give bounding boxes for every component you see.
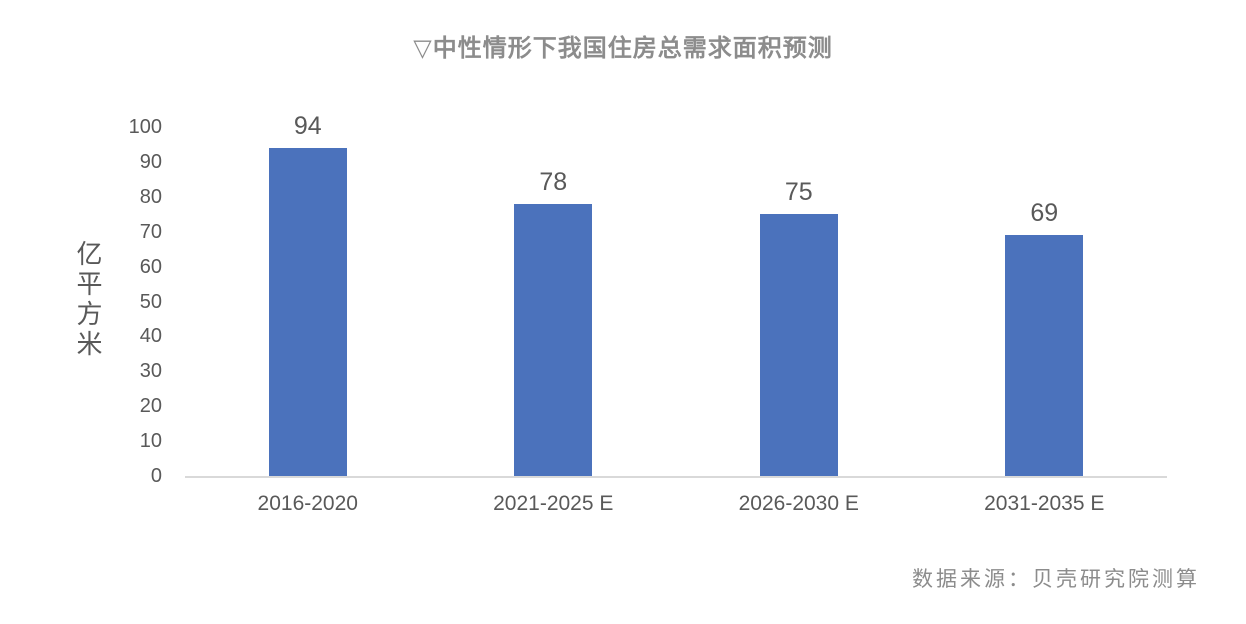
x-tick-label: 2026-2030 E [738, 492, 859, 515]
y-tick-label: 30 [139, 360, 162, 383]
y-tick-label: 20 [139, 395, 162, 418]
y-tick-label: 80 [139, 185, 162, 208]
y-tick-label: 10 [139, 430, 162, 453]
x-tick-label: 2016-2020 [257, 492, 358, 515]
y-tick-label: 40 [139, 325, 162, 348]
bar-value-label: 75 [784, 178, 813, 207]
y-tick-label: 50 [139, 290, 162, 313]
x-tick-label: 2021-2025 E [493, 492, 614, 515]
chart-title: ▽中性情形下我国住房总需求面积预测 [413, 35, 833, 62]
y-tick-label: 70 [139, 220, 162, 243]
plot-area: 94 2016-2020 78 2021-2025 E 75 2026-2030 E 69 2… [185, 113, 1167, 515]
data-source-note: 数据来源：贝壳研究院测算 [912, 568, 1200, 591]
x-tick-label: 2031-2035 E [984, 492, 1105, 515]
bar [759, 214, 838, 476]
bar [1005, 235, 1084, 476]
y-axis: 0 10 20 30 40 50 60 70 80 90 100 [0, 0, 162, 624]
bar [514, 203, 593, 476]
y-tick-label: 60 [139, 255, 162, 278]
y-tick-label: 0 [150, 465, 162, 487]
bar [268, 147, 347, 476]
y-tick-label: 90 [139, 150, 162, 173]
x-axis-line [185, 476, 1167, 478]
bar-value-label: 69 [1030, 199, 1059, 228]
bar-value-label: 94 [293, 111, 322, 140]
y-axis-unit-label: 亿平方米 [73, 240, 103, 360]
bar-value-label: 78 [539, 167, 568, 196]
y-tick-label: 100 [128, 116, 162, 138]
